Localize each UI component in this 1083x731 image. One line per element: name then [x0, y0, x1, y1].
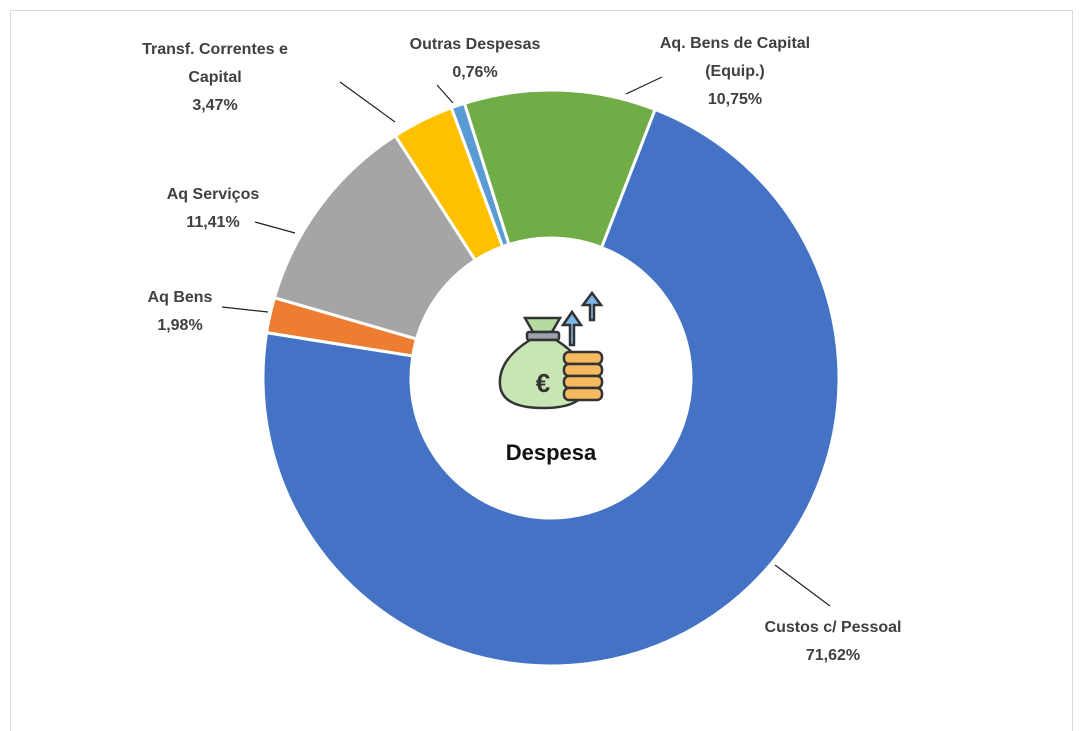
data-label: Aq. Bens de Capital (Equip.) 10,75%	[645, 30, 825, 114]
category-label: Outras Despesas	[409, 36, 541, 53]
leader-lines	[221, 76, 831, 607]
data-label: Aq Serviços 11,41%	[133, 181, 293, 237]
value-label: 3,47%	[192, 97, 238, 114]
frame	[10, 10, 1073, 731]
value-label: 71,62%	[805, 647, 861, 664]
leader-line	[339, 81, 396, 123]
leader-line	[254, 221, 296, 234]
svg-text:€: €	[536, 368, 550, 398]
slice	[261, 107, 841, 668]
category-label: Aq. Bens de Capital (Equip.)	[659, 35, 811, 80]
data-label: Outras Despesas 0,76%	[385, 31, 565, 87]
value-label: 0,76%	[452, 64, 498, 81]
category-label: Aq Serviços	[166, 186, 260, 203]
category-label: Aq Bens	[147, 289, 213, 306]
leader-line	[221, 306, 269, 313]
slices	[261, 88, 841, 668]
category-label: Transf. Correntes e Capital	[142, 41, 288, 86]
category-label: Custos c/ Pessoal	[764, 619, 902, 636]
data-label: Custos c/ Pessoal 71,62%	[733, 614, 933, 670]
center-label: Despesa	[505, 440, 597, 465]
leader-line	[774, 564, 831, 607]
money-icon: €	[498, 290, 604, 410]
leader-line	[436, 84, 454, 104]
slice	[449, 101, 511, 249]
leader-line	[625, 76, 663, 95]
value-label: 10,75%	[707, 91, 763, 108]
value-label: 11,41%	[186, 214, 240, 231]
value-label: 1,98%	[157, 317, 203, 334]
data-label: Aq Bens 1,98%	[110, 284, 250, 340]
data-label: Transf. Correntes e Capital 3,47%	[130, 36, 300, 120]
